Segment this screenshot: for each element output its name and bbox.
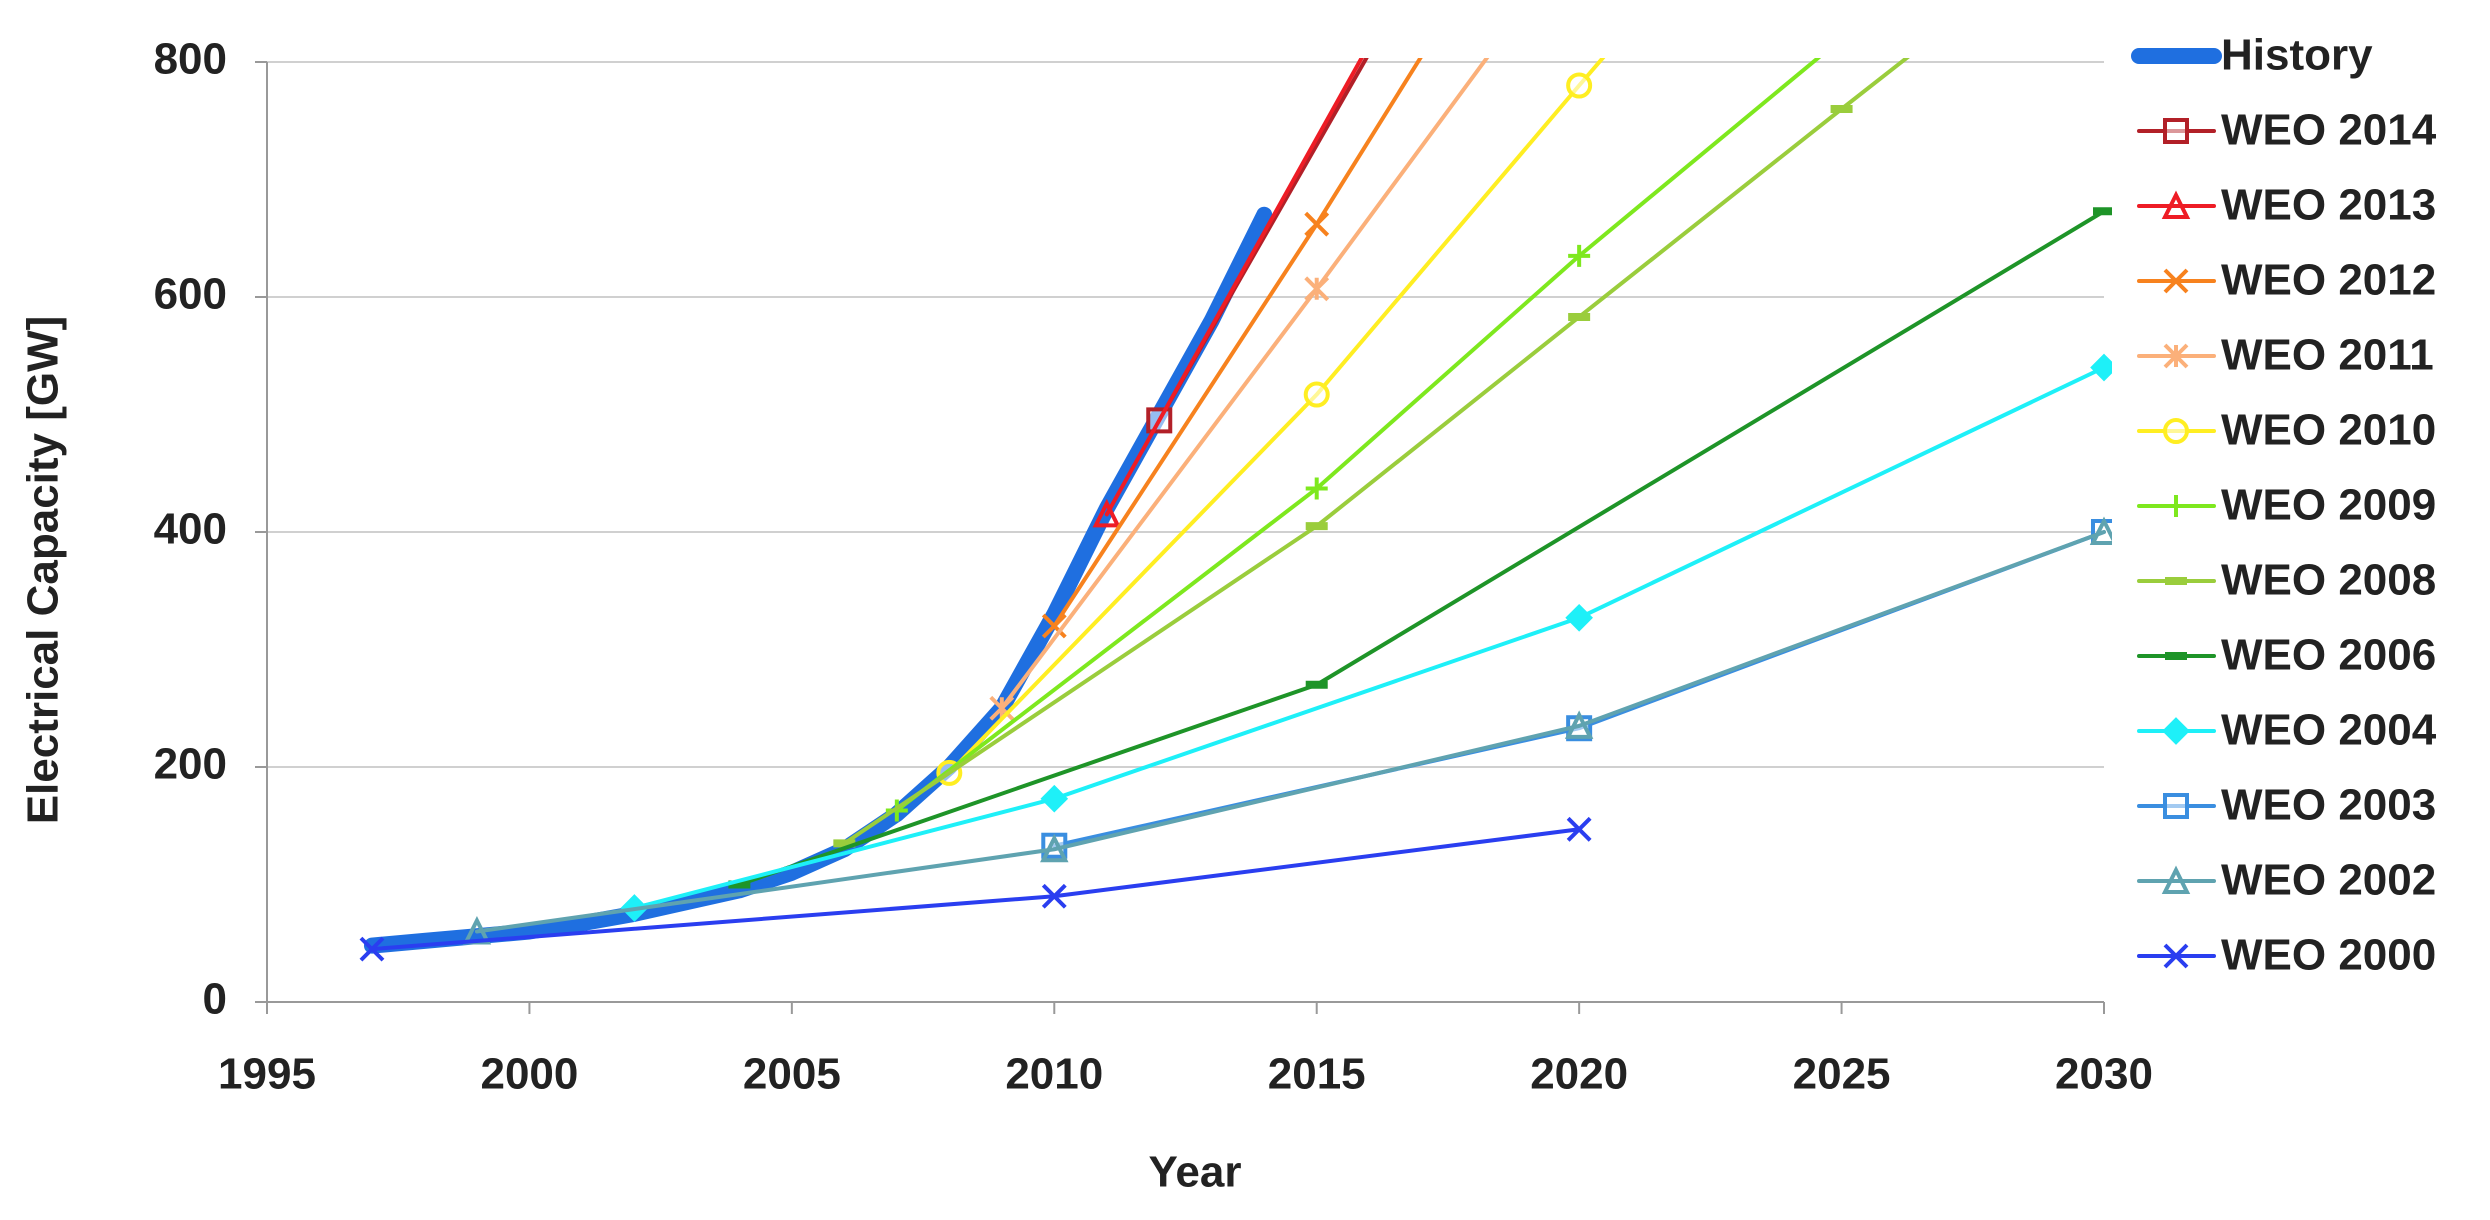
x-tick-label: 2010: [1005, 1050, 1103, 1099]
marker: [2163, 418, 2189, 444]
legend-label: WEO 2008: [2221, 556, 2436, 605]
marker: [2162, 717, 2190, 745]
marker: [2163, 343, 2189, 369]
y-tick-label: 800: [154, 35, 227, 84]
marker: [2163, 943, 2189, 969]
legend-label: History: [2221, 31, 2373, 80]
y-tick-label: 600: [154, 270, 227, 319]
x-tick-label: 2000: [480, 1050, 578, 1099]
x-tick-label: 2020: [1530, 1050, 1628, 1099]
y-axis-title: Electrical Capacity [GW]: [19, 316, 68, 825]
legend-label: WEO 2002: [2221, 856, 2436, 905]
marker: [359, 936, 385, 962]
marker: [2089, 516, 2112, 545]
legend-label: WEO 2014: [2221, 106, 2437, 155]
series-line: [947, 58, 1606, 775]
marker: [1568, 244, 1591, 267]
series-line: [474, 530, 2106, 934]
marker: [1304, 211, 1330, 237]
series-line: [842, 58, 1910, 846]
series-line: [1104, 58, 1364, 517]
marker: [2090, 353, 2112, 382]
legend-label: WEO 2011: [2221, 331, 2434, 380]
marker: [2163, 268, 2189, 294]
y-tick-label: 0: [203, 975, 227, 1024]
series-line: [1157, 58, 1369, 423]
marker: [1564, 710, 1594, 739]
x-tick-label: 2005: [743, 1050, 841, 1099]
legend-label: WEO 2000: [2221, 931, 2436, 980]
marker: [989, 695, 1015, 721]
legend-label: WEO 2006: [2221, 631, 2436, 680]
marker: [1304, 276, 1330, 302]
legend-label: WEO 2003: [2221, 781, 2436, 830]
marker: [1092, 498, 1122, 528]
marker: [2163, 793, 2189, 819]
x-tick-label: 1995: [218, 1050, 316, 1099]
x-tick-label: 2030: [2055, 1050, 2153, 1099]
marker: [1303, 381, 1330, 408]
marker: [2163, 118, 2189, 144]
x-tick-label: 2015: [1268, 1050, 1366, 1099]
series-line: [363, 206, 1273, 954]
y-tick-label: 200: [154, 740, 227, 789]
marker: [1040, 833, 1069, 863]
series-line: [632, 365, 2106, 910]
legend-label: WEO 2012: [2221, 256, 2436, 305]
marker: [1566, 816, 1592, 842]
marker: [1041, 883, 1067, 909]
series-line: [1052, 530, 2106, 848]
legend-label: WEO 2009: [2221, 481, 2436, 530]
marker: [2161, 190, 2191, 219]
legend-label: WEO 2004: [2221, 706, 2437, 755]
marker: [1305, 477, 1328, 500]
plot-area: [359, 58, 2112, 962]
series-line: [894, 58, 1822, 813]
x-tick-label: 2025: [1793, 1050, 1891, 1099]
marker: [1565, 603, 1593, 632]
marker: [1041, 613, 1067, 639]
marker: [2161, 865, 2191, 894]
y-tick-label: 400: [154, 505, 227, 554]
legend-label: WEO 2010: [2221, 406, 2436, 455]
x-axis-title: Year: [1149, 1148, 1242, 1197]
series-line: [999, 58, 1490, 711]
marker: [2165, 495, 2187, 517]
marker: [1040, 784, 1069, 813]
marker: [1566, 72, 1593, 99]
legend-label: WEO 2013: [2221, 181, 2436, 230]
